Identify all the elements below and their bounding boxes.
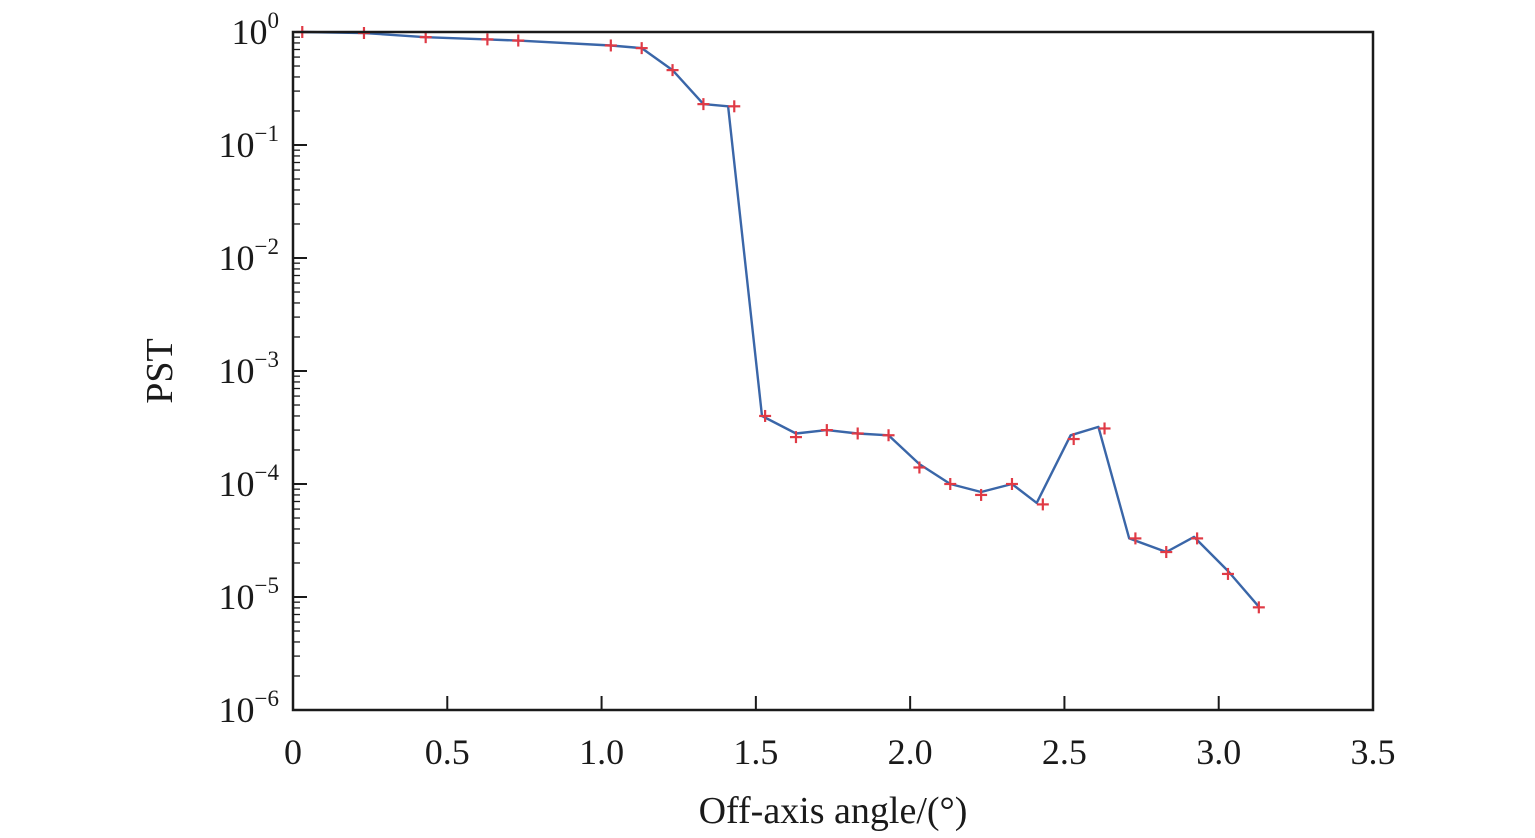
data-point-marker [666,64,679,77]
data-point-marker [820,424,833,437]
data-point-marker [1067,433,1080,446]
x-tick-label: 0 [284,732,302,772]
y-tick-label: 10−5 [219,573,279,617]
data-point-marker [1252,601,1265,614]
data-point-marker [1005,478,1018,490]
x-tick-label: 3.5 [1351,732,1396,772]
data-point-marker [697,98,710,111]
data-point-marker [975,488,988,501]
data-point-marker [851,427,864,440]
data-point-marker [1036,498,1049,511]
data-point-marker [1160,546,1173,559]
data-point-marker [604,39,617,52]
x-tick-label: 0.5 [425,732,470,772]
data-point-marker [913,461,926,474]
data-point-marker [481,33,494,46]
x-tick-label: 3.0 [1196,732,1241,772]
data-point-marker [728,100,741,113]
y-tick-label: 10−3 [219,347,279,391]
data-point-marker [759,409,772,422]
series-line [302,30,1260,608]
major-ticks [292,31,1374,711]
data-point-marker [1221,567,1234,580]
data-point-marker [789,431,802,444]
data-point-marker [882,429,895,442]
data-point-marker [512,34,525,47]
y-axis-label: PST [139,338,181,403]
data-point-marker [1191,532,1204,545]
plot-series [296,26,1265,614]
plot-frame [291,30,1375,712]
x-tick-label: 1.0 [579,732,624,772]
y-tick-label: 100 [232,8,280,52]
data-point-marker [635,42,648,55]
x-axis-label: Off-axis angle/(°) [699,790,968,832]
x-tick-labels: 0 0.5 1.0 1.5 2.0 2.5 3.0 3.5 [284,732,1396,772]
y-tick-label: 10−1 [219,121,279,165]
x-tick-label: 1.5 [733,732,778,772]
y-tick-label: 10−6 [219,686,279,730]
data-point-marker [1098,422,1111,435]
x-tick-label: 2.5 [1042,732,1087,772]
data-point-marker [1129,532,1142,545]
x-tick-label: 2.0 [888,732,933,772]
data-point-marker [944,478,957,490]
y-tick-label: 10−2 [219,234,279,278]
y-tick-label: 10−4 [219,460,280,504]
y-tick-labels: 100 10−1 10−2 10−3 10−4 10−5 10−6 [219,8,280,730]
